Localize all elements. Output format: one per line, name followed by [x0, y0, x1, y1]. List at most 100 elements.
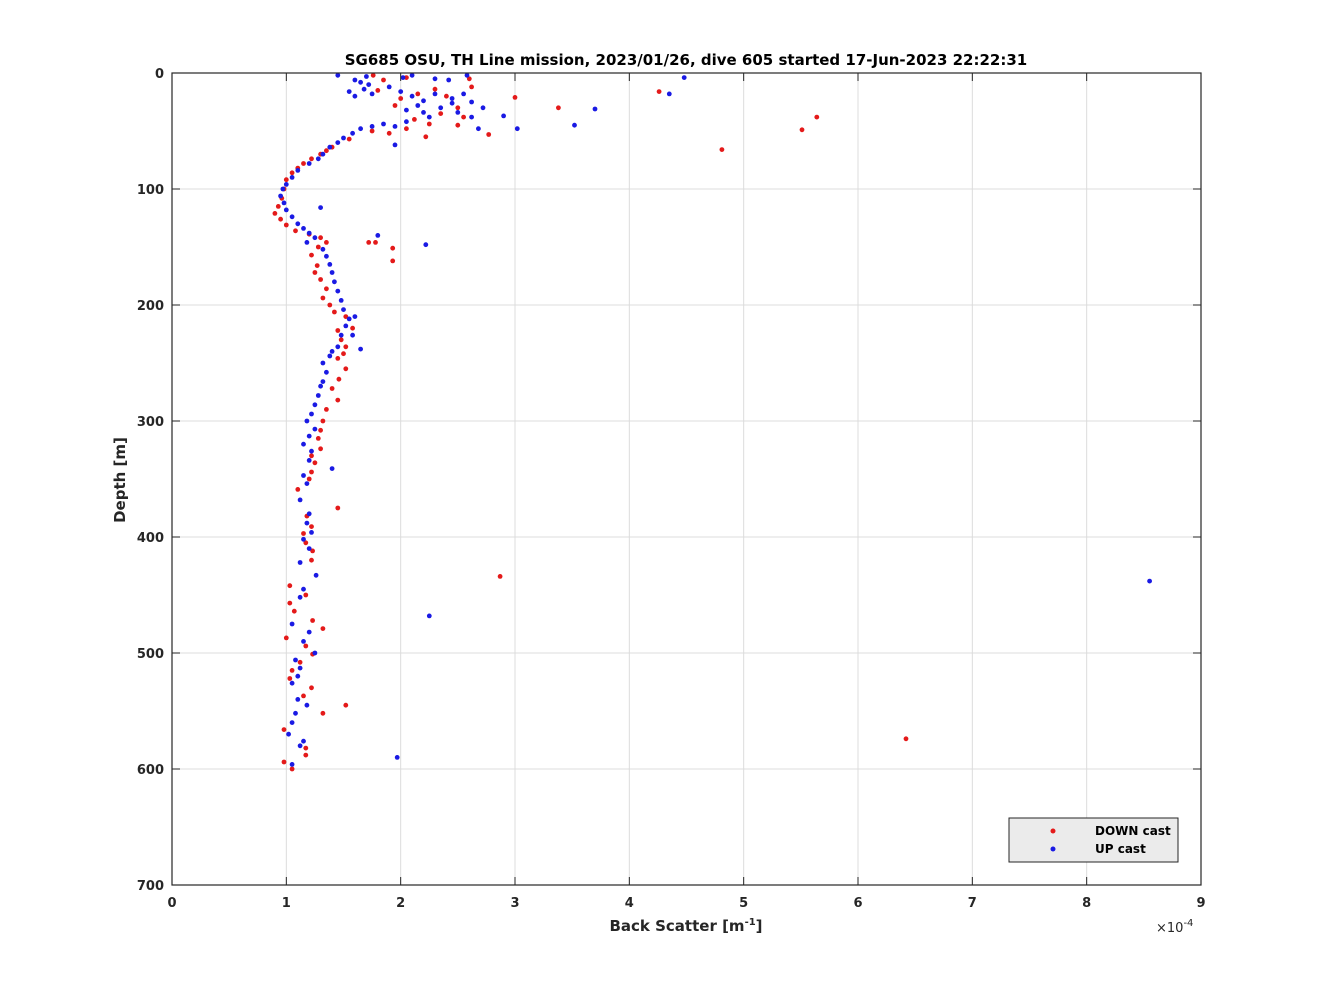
up-cast-point — [312, 426, 318, 432]
y-tick-label: 500 — [137, 647, 164, 662]
down-cast-point — [404, 126, 409, 132]
up-cast-point — [514, 126, 520, 132]
up-cast-point — [666, 91, 672, 97]
chart-title: SG685 OSU, TH Line mission, 2023/01/26, … — [345, 51, 1028, 69]
x-tick-label: 0 — [167, 896, 176, 911]
down-cast-point — [426, 121, 432, 127]
y-tick-label: 200 — [137, 299, 164, 314]
up-cast-point — [352, 77, 358, 83]
down-cast-point — [283, 635, 289, 641]
up-cast-point — [464, 72, 470, 78]
down-cast-series — [272, 72, 909, 772]
up-cast-point — [312, 235, 318, 241]
down-cast-point — [335, 328, 341, 333]
down-cast-point — [343, 314, 349, 319]
up-cast-point — [293, 657, 298, 663]
down-cast-point — [315, 436, 321, 441]
down-cast-point — [272, 211, 278, 216]
down-cast-point — [390, 245, 396, 251]
up-cast-point — [329, 349, 335, 354]
down-cast-point — [310, 618, 315, 623]
up-cast-point — [369, 124, 375, 129]
up-cast-point — [426, 613, 432, 619]
up-cast-point — [346, 89, 352, 94]
down-cast-point — [324, 240, 329, 245]
up-cast-point — [361, 86, 367, 92]
down-cast-point — [423, 134, 429, 140]
up-cast-point — [318, 205, 323, 211]
down-cast-point — [289, 766, 295, 772]
down-cast-point — [301, 531, 306, 536]
up-cast-point — [306, 546, 312, 551]
down-cast-point — [466, 76, 472, 82]
up-cast-point — [278, 193, 283, 199]
up-cast-point — [327, 353, 333, 359]
down-cast-point — [310, 548, 315, 554]
down-cast-point — [309, 469, 314, 475]
up-cast-point — [297, 560, 303, 565]
x-tick-label: 9 — [1196, 896, 1205, 911]
up-cast-point — [358, 126, 363, 132]
x-tick-label: 4 — [625, 896, 634, 911]
up-cast-point — [341, 307, 346, 312]
up-cast-point — [366, 82, 372, 87]
up-cast-point — [364, 74, 369, 79]
y-tick-label: 600 — [137, 763, 164, 778]
up-cast-point — [404, 107, 409, 113]
down-cast-point — [412, 117, 417, 122]
up-cast-point — [320, 360, 326, 366]
down-cast-point — [309, 156, 314, 162]
up-cast-point — [350, 332, 355, 338]
up-cast-point — [289, 762, 295, 767]
down-cast-point — [293, 228, 298, 234]
down-cast-point — [369, 128, 375, 134]
y-tick-label: 300 — [137, 415, 164, 430]
up-cast-point — [329, 270, 335, 275]
y-tick-label: 700 — [137, 879, 164, 894]
up-cast-point — [480, 105, 486, 111]
up-cast-point — [304, 481, 310, 486]
down-cast-point — [301, 693, 306, 699]
down-cast-point — [297, 659, 303, 665]
grid — [172, 73, 1201, 885]
up-cast-point — [306, 161, 312, 166]
up-cast-point — [324, 253, 329, 259]
x-tick-label: 3 — [510, 896, 519, 911]
up-cast-point — [432, 76, 438, 82]
up-cast-point — [306, 230, 312, 236]
down-cast-point — [381, 77, 386, 83]
up-cast-point — [304, 418, 310, 424]
up-cast-point — [449, 100, 455, 106]
up-cast-point — [301, 738, 306, 744]
up-cast-point — [350, 130, 355, 136]
down-cast-point — [455, 122, 461, 128]
y-tick-label: 400 — [137, 531, 164, 546]
up-cast-point — [446, 77, 452, 83]
down-cast-point — [320, 295, 326, 301]
axis-ticks: 0 1 2 3 4 5 6 7 8 9 0 100 200 300 400 500 600 700 — [137, 67, 1206, 911]
down-cast-point — [275, 204, 281, 209]
down-cast-point — [799, 127, 805, 133]
x-axis-multiplier: ×10-4 — [1156, 918, 1193, 936]
x-axis-title-suffix: ] — [756, 917, 763, 935]
legend-marker-down — [1050, 828, 1056, 834]
x-axis-multiplier-exponent: -4 — [1183, 918, 1193, 929]
y-tick-label: 0 — [155, 67, 164, 82]
up-cast-point — [421, 110, 426, 115]
down-cast-point — [438, 111, 444, 116]
up-cast-point — [312, 402, 318, 408]
up-cast-point — [286, 731, 291, 737]
down-cast-point — [444, 93, 449, 99]
down-cast-point — [287, 600, 293, 606]
up-cast-point — [404, 119, 409, 125]
down-cast-point — [370, 72, 376, 78]
up-cast-point — [392, 142, 398, 148]
down-cast-point — [343, 366, 349, 372]
up-cast-point — [338, 332, 344, 338]
up-cast-point — [306, 458, 312, 463]
up-cast-point — [409, 93, 415, 99]
down-cast-point — [301, 161, 306, 166]
down-cast-point — [469, 84, 474, 90]
up-cast-point — [415, 103, 421, 108]
x-tick-label: 8 — [1082, 896, 1091, 911]
